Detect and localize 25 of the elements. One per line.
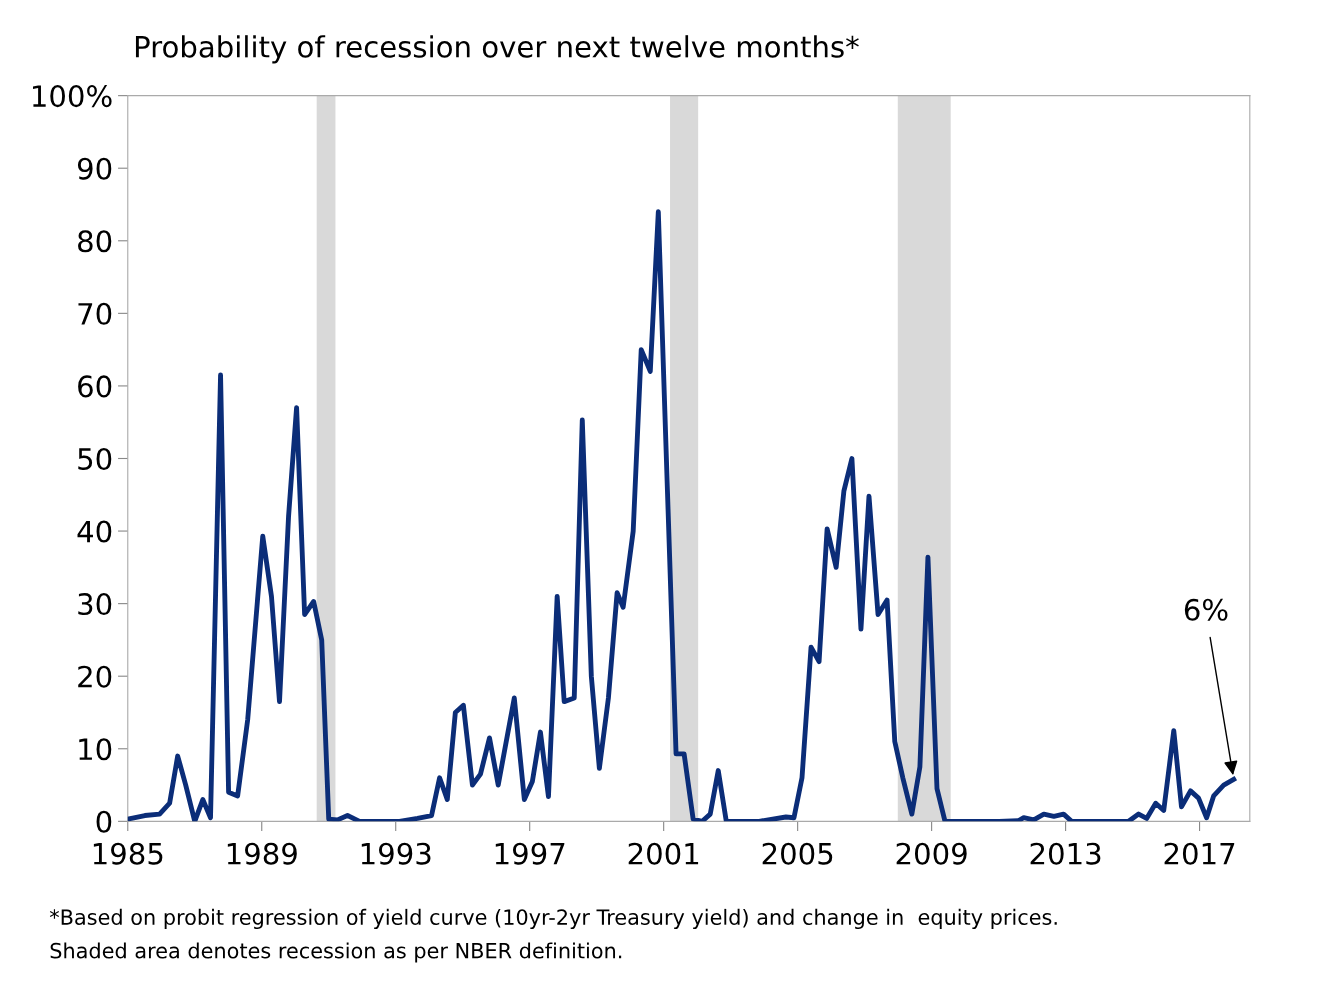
x-tick-label: 1989 bbox=[227, 842, 297, 865]
y-tick-label: 40 bbox=[77, 520, 112, 543]
chart-title: Probability of recession over next twelve months* bbox=[135, 35, 859, 64]
text: *Based on probit regression of yield curve (10yr-2yr Treasury yield) and change in equity prices. bbox=[49, 908, 1057, 930]
x-tick-label: 2009 bbox=[896, 842, 967, 865]
x-tick-label: 2017 bbox=[1164, 842, 1235, 865]
y-tick-label: 30 bbox=[78, 593, 112, 616]
text: Shaded area denotes recession as per NBER definition. bbox=[50, 942, 622, 963]
y-tick-label: 60 bbox=[78, 375, 112, 398]
x-tick-label: 1985 bbox=[93, 842, 163, 865]
x-tick-label: 1997 bbox=[495, 842, 565, 865]
y-tick-label: 10 bbox=[79, 738, 112, 761]
x-tick-label: 2005 bbox=[762, 842, 833, 865]
y-tick-label: 80 bbox=[78, 230, 112, 253]
x-tick-label: 2001 bbox=[628, 842, 699, 865]
y-tick-label: 50 bbox=[78, 447, 112, 470]
y-tick-label: 100% bbox=[33, 85, 112, 108]
annotation: 6% bbox=[1184, 598, 1228, 621]
y-tick-label: 70 bbox=[78, 302, 112, 325]
y-tick-label: 90 bbox=[77, 157, 112, 180]
x-tick-label: 2013 bbox=[1030, 842, 1101, 865]
x-tick-label: 1993 bbox=[361, 842, 431, 865]
y-tick-label: 20 bbox=[78, 665, 112, 688]
y-tick-label: 0 bbox=[96, 810, 112, 833]
line-series bbox=[127, 209, 1237, 822]
